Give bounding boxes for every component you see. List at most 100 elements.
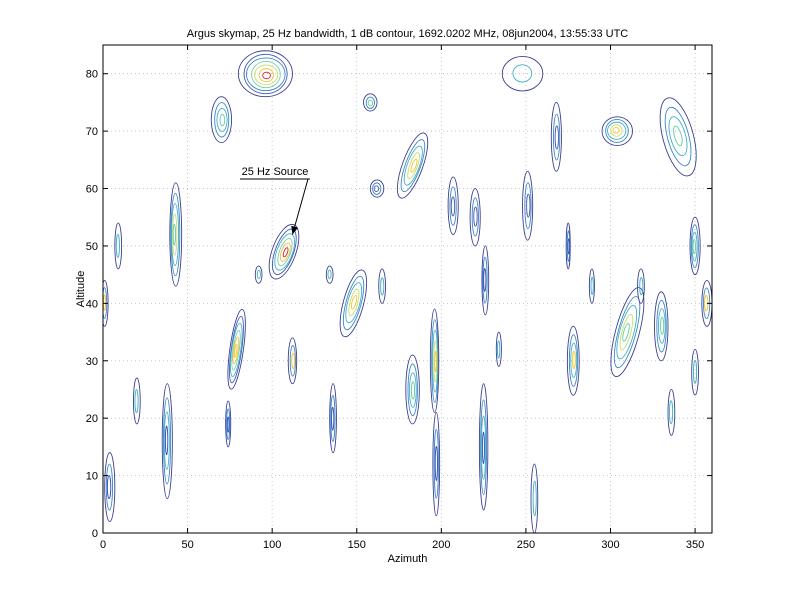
contour-blob [325,265,334,284]
contour-line [365,96,375,109]
contour-line [552,113,561,161]
contour-line [226,416,230,433]
contour-line [378,268,386,304]
contour-blob [654,291,669,362]
contour-blob [227,309,246,390]
contour-line [105,463,114,511]
contour-blob [405,354,420,425]
contour-blob [161,383,173,500]
contour-blob [501,56,544,92]
contour-line [667,389,676,436]
contour-line [405,354,420,425]
contour-blob [169,182,183,287]
contour-blob [363,93,378,112]
contour-line [348,288,360,317]
contour-line [654,291,669,362]
contour-blob [637,268,645,304]
contour-blob [378,268,386,304]
contour-line [673,125,683,147]
y-tick-label: 10 [86,471,98,483]
contour-line [254,265,263,284]
contour-line [637,268,645,304]
contour-line [434,350,437,373]
contour-line [512,64,533,83]
x-tick-label: 100 [263,539,281,551]
y-axis-label: Altitude [75,271,87,308]
contour-line [409,372,417,408]
contour-blob [432,411,441,517]
contour-line [622,322,630,342]
contour-line [350,295,358,310]
contour-blob [268,223,300,280]
contour-blob [225,400,232,448]
contour-line [342,275,365,331]
contour-line [400,139,426,193]
contour-line [434,445,438,482]
contour-line [433,340,438,383]
contour-line [163,411,170,470]
contour-line [691,231,698,262]
contour-line [616,305,638,360]
contour-line [327,269,332,280]
contour-line [473,206,478,227]
contour-layer [103,50,712,533]
contour-blob [329,383,337,454]
contour-line [277,237,293,267]
contour-line [331,406,335,431]
annotation-label: 25 Hz Source [242,166,309,178]
contour-blob [210,96,233,144]
contour-blob [522,170,534,241]
y-tick-label: 20 [86,413,98,425]
contour-line [161,383,173,500]
contour-line [287,337,298,385]
contour-blob [447,176,459,235]
contour-line [291,352,296,369]
contour-line [289,345,296,377]
contour-line [134,389,139,414]
contour-blob [237,50,293,98]
contour-line [482,256,488,304]
contour-line [483,267,487,292]
contour-line [501,56,544,92]
contour-line [329,383,337,454]
contour-line [233,343,238,358]
contour-line [658,308,666,344]
annotation: 25 Hz Source [240,166,310,235]
contour-line [226,408,231,441]
contour-line [282,247,289,258]
contour-line [471,197,479,237]
contour-line [164,425,169,456]
x-tick-label: 200 [432,539,450,551]
contour-line [433,428,439,499]
contour-line [268,223,300,280]
contour-line [231,329,241,371]
contour-line [372,182,382,195]
contour-line [373,185,380,193]
contour-line [279,242,291,262]
contour-line [214,102,230,138]
contour-line [610,124,623,137]
contour-blob [114,222,123,270]
contour-blob [566,325,580,396]
contour-line [565,222,571,270]
contour-line [115,233,120,258]
x-axis-label: Azimuth [388,553,428,565]
y-tick-label: 80 [86,69,98,81]
contour-line [656,299,667,353]
contour-line [172,223,176,246]
contour-line [169,182,183,287]
contour-line [106,475,112,499]
contour-line [664,106,692,167]
contour-blob [588,268,595,304]
contour-line [480,415,487,480]
contour-line [590,276,594,295]
contour-blob [550,101,562,172]
contour-line [325,265,334,284]
contour-line [237,50,293,98]
contour-blob [369,179,385,198]
contour-line [216,107,228,132]
contour-blob [469,188,481,247]
contour-line [363,93,378,112]
contour-blob [478,383,489,511]
